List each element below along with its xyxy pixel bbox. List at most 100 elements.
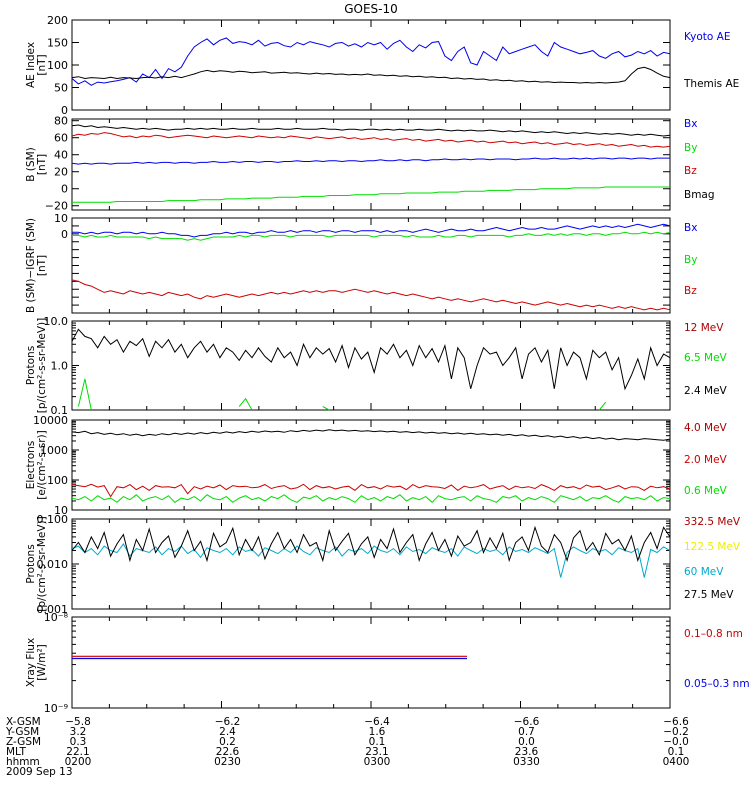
- footer-row-zgsm: Z-GSM 0.3 0.2 0.1 0.0 −0.0: [6, 736, 746, 748]
- footer-value: −0.0: [663, 736, 689, 748]
- bigrf-legend-2: Bz: [684, 285, 697, 297]
- bigrf-ytick-label: 0: [61, 228, 68, 241]
- ae-series-1: [71, 66, 671, 84]
- protons_hi-legend-2: 60 MeV: [684, 566, 724, 578]
- ae-ytick-label: 200: [47, 14, 68, 27]
- xray-frame: [71, 616, 671, 709]
- bigrf-legend-1: By: [684, 254, 697, 266]
- footer-row-xgsm: X-GSM −5.8 −6.2 −6.4 −6.6 −6.6: [6, 716, 746, 728]
- footer-value: 22.1: [66, 746, 90, 758]
- footer-value: 0200: [64, 756, 92, 768]
- footer-value: 0.3: [69, 736, 87, 748]
- electrons-legend-2: 0.6 MeV: [684, 485, 728, 497]
- bsm-ytick-label: −20: [45, 200, 68, 213]
- footer-value: 0.2: [219, 736, 236, 748]
- bsm-legend-1: By: [684, 142, 697, 154]
- protons_hi-ylabel-line: Protons: [25, 544, 37, 583]
- ae-legend-1: Themis AE: [683, 78, 739, 90]
- footer-row-ygsm: Y-GSM 3.2 2.4 1.6 0.7 −0.2: [6, 726, 746, 738]
- bsm-ytick-label: 20: [54, 166, 68, 179]
- bsm-series-1: [72, 186, 670, 203]
- footer-value: 0300: [363, 756, 391, 768]
- protons-ytick-label: 10.0: [44, 315, 69, 328]
- bigrf-series-0: [72, 223, 671, 238]
- bsm-series-0: [71, 157, 670, 165]
- bigrf-ylabel-line: [nT]: [36, 255, 48, 276]
- footer-value: −5.8: [65, 716, 91, 728]
- footer-value: −0.2: [663, 726, 689, 738]
- protons-ylabel: Protons[p/(cm²-s-sr-MeV)]: [25, 318, 48, 413]
- ae-ylabel-line: AE Index: [25, 42, 37, 88]
- protons_hi-legend-0: 332.5 MeV: [684, 516, 741, 528]
- xray-legend-1: 0.05–0.3 nm: [684, 678, 750, 690]
- bigrf-series-1: [72, 231, 671, 241]
- electrons-series-2: [71, 494, 671, 503]
- footer-value: 0.7: [518, 726, 535, 738]
- electrons-panel: 10 100 1000 10000 Electrons[e/(cm²-s-sr)] 4.0…: [25, 414, 728, 517]
- footer-value: 22.6: [215, 746, 240, 758]
- electrons-ylabel-line: [e/(cm²-s-sr)]: [36, 430, 48, 499]
- footer-value: −6.2: [214, 716, 241, 728]
- footer-row-label: MLT: [6, 746, 26, 758]
- protons_hi-panel: 0.0010.0100.100Protons[p/(cm²-s-sr-MeV)]…: [25, 513, 741, 616]
- bsm-ytick-label: 0: [61, 183, 68, 196]
- electrons-legend-1: 2.0 MeV: [684, 454, 728, 466]
- plot-title: GOES-10: [344, 2, 398, 16]
- footer-value: 1.6: [368, 726, 386, 738]
- footer-value: 2.4: [219, 726, 236, 738]
- ae-ytick-label: 50: [54, 82, 68, 95]
- bigrf-legend-0: Bx: [684, 222, 697, 234]
- bsm-series-3: [71, 124, 671, 137]
- electrons-ylabel: Electrons[e/(cm²-s-sr)]: [25, 430, 48, 499]
- protons-series-2: [71, 328, 671, 391]
- xray-ytick-label: 10⁻⁸: [44, 611, 69, 624]
- footer-value: −6.6: [663, 716, 689, 728]
- footer-value: 23.1: [365, 746, 389, 758]
- bigrf-ytick-label: 10: [54, 212, 68, 225]
- xray-ytick-label: 10⁻⁹: [44, 702, 68, 715]
- xray-legend-0: 0.1–0.8 nm: [684, 628, 743, 640]
- protons-ytick-label: 1.0: [51, 360, 69, 373]
- footer-row-label: Y-GSM: [6, 726, 40, 738]
- protons-legend-1: 6.5 MeV: [684, 352, 728, 364]
- electrons-ytick-label: 1000: [40, 444, 68, 457]
- bsm-series-2: [71, 132, 671, 148]
- bigrf-series-2: [71, 279, 671, 311]
- bsm-legend-3: Bmag: [684, 189, 715, 201]
- bigrf-panel: 0 10 B (SM)−IGRF (SM)[nT] Bx By Bz: [25, 212, 697, 314]
- protons-ylabel-line: [p/(cm²-s-sr-MeV)]: [36, 318, 48, 413]
- protons-legend-0: 12 MeV: [684, 322, 724, 334]
- footer-labels: X-GSM −5.8 −6.2 −6.4 −6.6 −6.6 Y-GSM 3.2 2.4 1.6 0…: [6, 717, 746, 779]
- protons_hi-legend-1: 122.5 MeV: [684, 541, 741, 553]
- protons_hi-ytick-label: 0.010: [37, 558, 69, 571]
- bigrf-ylabel: B (SM)−IGRF (SM)[nT]: [25, 218, 48, 313]
- ae-legend-0: Kyoto AE: [684, 31, 730, 43]
- bsm-frame: [71, 118, 671, 211]
- protons-series-1: [77, 378, 607, 411]
- footer-row-hhmm: hhmm 0200 0230 0300 0330 0400: [6, 756, 746, 768]
- footer-value: 0230: [214, 756, 241, 768]
- ae-panel: 0 50 100 150 200 AE Index[nT] Kyoto AE Themis A…: [25, 14, 739, 117]
- footer-value: 0.1: [667, 746, 685, 758]
- electrons-series-3: [71, 429, 671, 441]
- ae-ytick-label: 100: [47, 59, 68, 72]
- bsm-ytick-label: 80: [54, 115, 68, 128]
- xray-panel: 10⁻⁹ 10⁻⁸ Xray Flux[W/m²] 0.1–0.8 nm 0.05–0.…: [25, 611, 750, 715]
- bsm-ylabel-line: [nT]: [36, 154, 48, 175]
- xray-ylabel-line: [W/m²]: [36, 644, 48, 681]
- electrons-ylabel-line: Electrons: [25, 441, 37, 490]
- ae-series-0: [71, 37, 671, 86]
- footer-value: 23.6: [514, 746, 539, 758]
- footer-value: 0330: [513, 756, 540, 768]
- bsm-ylabel: B (SM)[nT]: [25, 147, 48, 181]
- footer-value: 0.0: [518, 736, 535, 748]
- footer-value: −6.4: [364, 716, 390, 728]
- bsm-legend-0: Bx: [684, 118, 697, 130]
- protons_hi-series-2: [71, 542, 671, 578]
- footer-date: 2009 Sep 13: [6, 766, 73, 778]
- footer-value: −6.6: [513, 716, 540, 728]
- ae-ylabel-line: [nT]: [36, 54, 48, 75]
- bsm-ylabel-line: B (SM): [25, 147, 37, 181]
